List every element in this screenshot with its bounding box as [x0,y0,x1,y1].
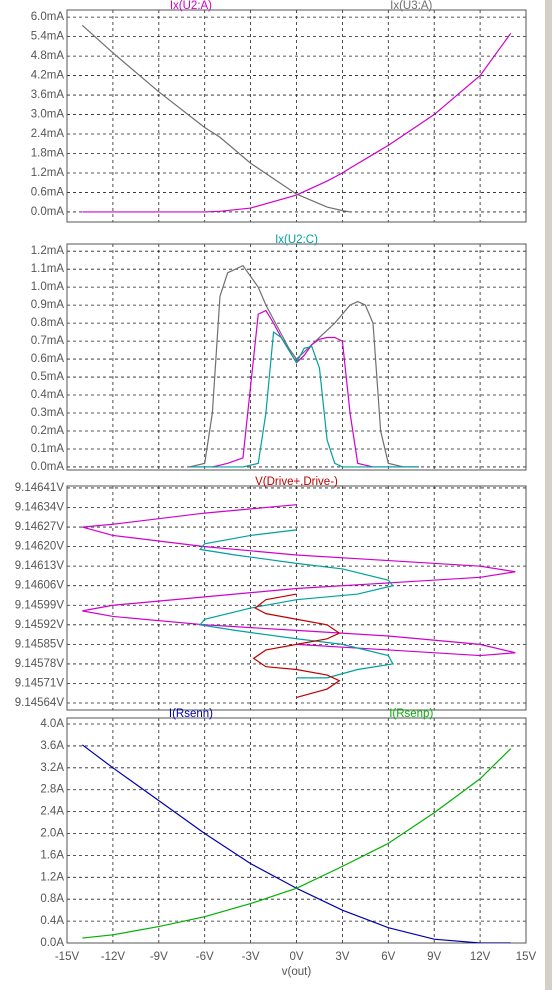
x-tick-label: 15V [516,951,537,963]
y-tick-label: 2.0A [40,828,64,840]
series-line [189,264,419,468]
series-line [189,331,419,468]
y-tick-label: 0.8mA [31,317,65,329]
y-tick-label: 0.3mA [31,407,65,419]
plot-area [189,264,419,468]
legend-entry: I(Rsenn) [169,708,213,720]
y-tick-label: 0.0mA [31,461,65,473]
series-line [189,309,419,468]
y-tick-label: 1.1mA [31,263,65,275]
y-tick-label: 0.6mA [31,186,65,198]
y-tick-label: 9.14571V [15,677,65,689]
x-tick-label: 0V [289,951,303,963]
y-tick-label: 4.2mA [31,70,65,82]
y-tick-label: 9.14592V [15,619,65,631]
x-tick-label: -12V [101,951,126,963]
y-tick-label: 0.4mA [31,389,65,401]
y-tick-label: 9.14613V [15,560,65,572]
y-tick-label: 1.0mA [31,281,65,293]
y-tick-label: 1.6A [40,849,64,861]
y-tick-label: 9.14564V [15,697,65,709]
y-tick-label: 9.14606V [15,580,65,592]
y-tick-label: 0.0A [40,937,64,949]
x-tick-label: 6V [381,951,395,963]
y-tick-label: 2.4A [40,806,64,818]
y-tick-label: 1.8mA [31,148,65,160]
y-tick-label: 0.2mA [31,425,65,437]
x-tick-label: 3V [335,951,349,963]
legend-entry: V(Drive+,Drive-) [255,476,338,488]
y-tick-label: 4.0A [40,718,64,730]
y-tick-label: 0.1mA [31,443,65,455]
legend-entry: Ix(U2:C) [275,234,318,246]
series-line [82,33,512,213]
series-line [82,748,512,939]
y-tick-label: 0.4A [40,915,64,927]
legend-entry: I(Rsenp) [389,708,433,720]
y-tick-label: 1.2mA [31,167,65,179]
y-tick-label: 2.4mA [31,128,65,140]
series-line [198,529,394,679]
y-tick-label: 5.4mA [31,31,65,43]
plot-frame [66,485,527,711]
series-line [252,593,341,699]
y-tick-label: 9.14634V [15,502,65,514]
y-tick-label: 6.0mA [31,11,65,23]
y-tick-label: 9.14641V [15,482,65,494]
y-tick-label: 9.14620V [15,541,65,553]
y-tick-label: 0.5mA [31,371,65,383]
x-tick-label: -3V [242,951,260,963]
y-tick-label: 4.8mA [31,50,65,62]
y-tick-label: 9.14578V [15,658,65,670]
x-tick-label: -15V [55,951,80,963]
plot-frame [66,717,527,944]
plot-area [81,744,512,943]
y-tick-label: 1.2A [40,871,64,883]
series-line [82,504,516,657]
y-tick-label: 2.8A [40,784,64,796]
x-tick-label: 12V [470,951,491,963]
x-axis-label: v(out) [282,966,312,978]
y-tick-label: 0.8A [40,893,64,905]
y-tick-label: 9.14627V [15,521,65,533]
x-tick-label: -6V [196,951,214,963]
y-tick-label: 9.14585V [15,638,65,650]
plot-frame [66,243,527,471]
plot-area [82,504,516,699]
y-tick-label: 3.6A [40,740,64,752]
y-tick-label: 1.2mA [31,245,65,257]
series-line [81,24,351,213]
legend-entry: Ix(U2:A) [170,0,212,12]
plot-frame [66,9,527,223]
y-tick-label: 3.2A [40,762,64,774]
window-edge [545,0,552,990]
y-tick-label: 0.6mA [31,353,65,365]
x-tick-label: -9V [150,951,168,963]
plot-area [81,24,512,213]
y-tick-label: 0.9mA [31,299,65,311]
y-tick-label: 3.0mA [31,109,65,121]
y-tick-label: 9.14599V [15,599,65,611]
x-tick-label: 9V [427,951,441,963]
y-tick-label: 0.0mA [31,206,65,218]
legend-entry: Ix(U3:A) [390,0,432,12]
y-tick-label: 0.7mA [31,335,65,347]
y-tick-label: 3.6mA [31,89,65,101]
